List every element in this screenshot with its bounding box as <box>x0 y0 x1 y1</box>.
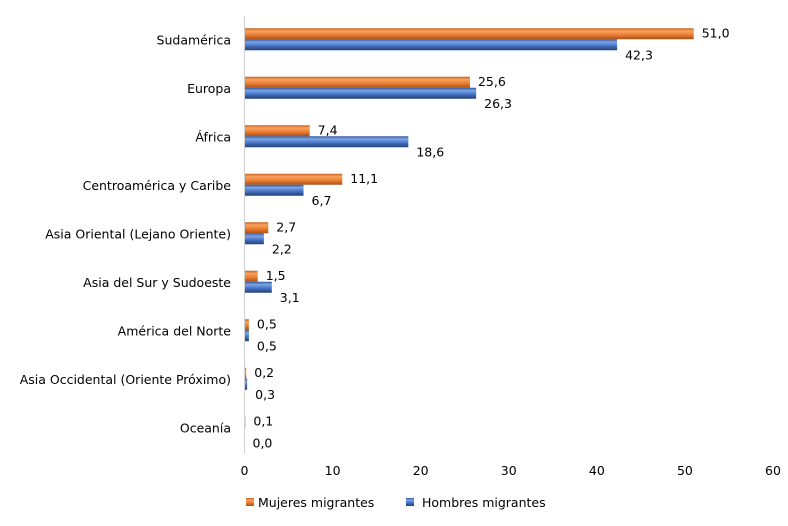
data-label-mujeres: 51,0 <box>702 25 730 40</box>
data-label-mujeres: 0,1 <box>253 413 273 428</box>
category-label: Asia del Sur y Sudoeste <box>83 275 231 290</box>
category-label: Asia Oriental (Lejano Oriente) <box>45 226 231 241</box>
data-label-hombres: 6,7 <box>312 193 332 208</box>
x-tick-label: 30 <box>501 463 517 478</box>
data-label-hombres: 2,2 <box>272 241 292 256</box>
data-label-mujeres: 11,1 <box>350 171 378 186</box>
data-label-mujeres: 0,2 <box>254 365 274 380</box>
bar-mujeres <box>245 222 269 233</box>
data-label-mujeres: 0,5 <box>257 316 277 331</box>
bar-mujeres <box>245 77 470 88</box>
data-label-mujeres: 25,6 <box>478 74 506 89</box>
data-label-mujeres: 2,7 <box>276 219 296 234</box>
category-label: Europa <box>187 81 231 96</box>
data-label-hombres: 0,0 <box>253 435 273 450</box>
bar-mujeres <box>245 271 258 282</box>
data-label-hombres: 0,3 <box>255 387 275 402</box>
category-label: Oceanía <box>180 420 231 435</box>
category-label: Sudamérica <box>157 32 231 47</box>
x-tick-label: 50 <box>677 463 693 478</box>
data-label-hombres: 26,3 <box>484 96 512 111</box>
bar-hombres <box>245 233 264 244</box>
x-tick-label: 10 <box>325 463 341 478</box>
bar-mujeres <box>245 174 343 185</box>
bar-hombres <box>245 282 272 293</box>
bar-hombres <box>245 185 304 196</box>
category-label: África <box>195 129 231 144</box>
bar-hombres <box>245 136 409 147</box>
x-tick-label: 0 <box>241 463 249 478</box>
legend-label-mujeres: Mujeres migrantes <box>258 495 374 510</box>
x-tick-label: 60 <box>765 463 781 478</box>
category-label: América del Norte <box>118 323 232 338</box>
data-label-mujeres: 1,5 <box>266 268 286 283</box>
bar-mujeres <box>245 319 249 330</box>
data-label-mujeres: 7,4 <box>318 122 338 137</box>
bar-hombres <box>245 330 249 341</box>
legend-swatch-hombres <box>406 498 414 506</box>
bar-hombres <box>245 39 618 50</box>
data-label-hombres: 42,3 <box>625 47 653 62</box>
bar-mujeres <box>245 28 694 39</box>
legend-swatch-mujeres <box>246 498 254 506</box>
category-label: Asia Occidental (Oriente Próximo) <box>20 372 231 387</box>
data-label-hombres: 18,6 <box>416 144 444 159</box>
bar-mujeres <box>245 125 310 136</box>
x-tick-label: 20 <box>413 463 429 478</box>
x-tick-label: 40 <box>589 463 605 478</box>
bar-hombres <box>245 88 477 99</box>
category-label: Centroamérica y Caribe <box>83 178 232 193</box>
legend: Mujeres migrantes Hombres migrantes <box>246 495 546 510</box>
legend-label-hombres: Hombres migrantes <box>422 495 546 510</box>
data-label-hombres: 0,5 <box>257 338 277 353</box>
data-label-hombres: 3,1 <box>280 290 300 305</box>
